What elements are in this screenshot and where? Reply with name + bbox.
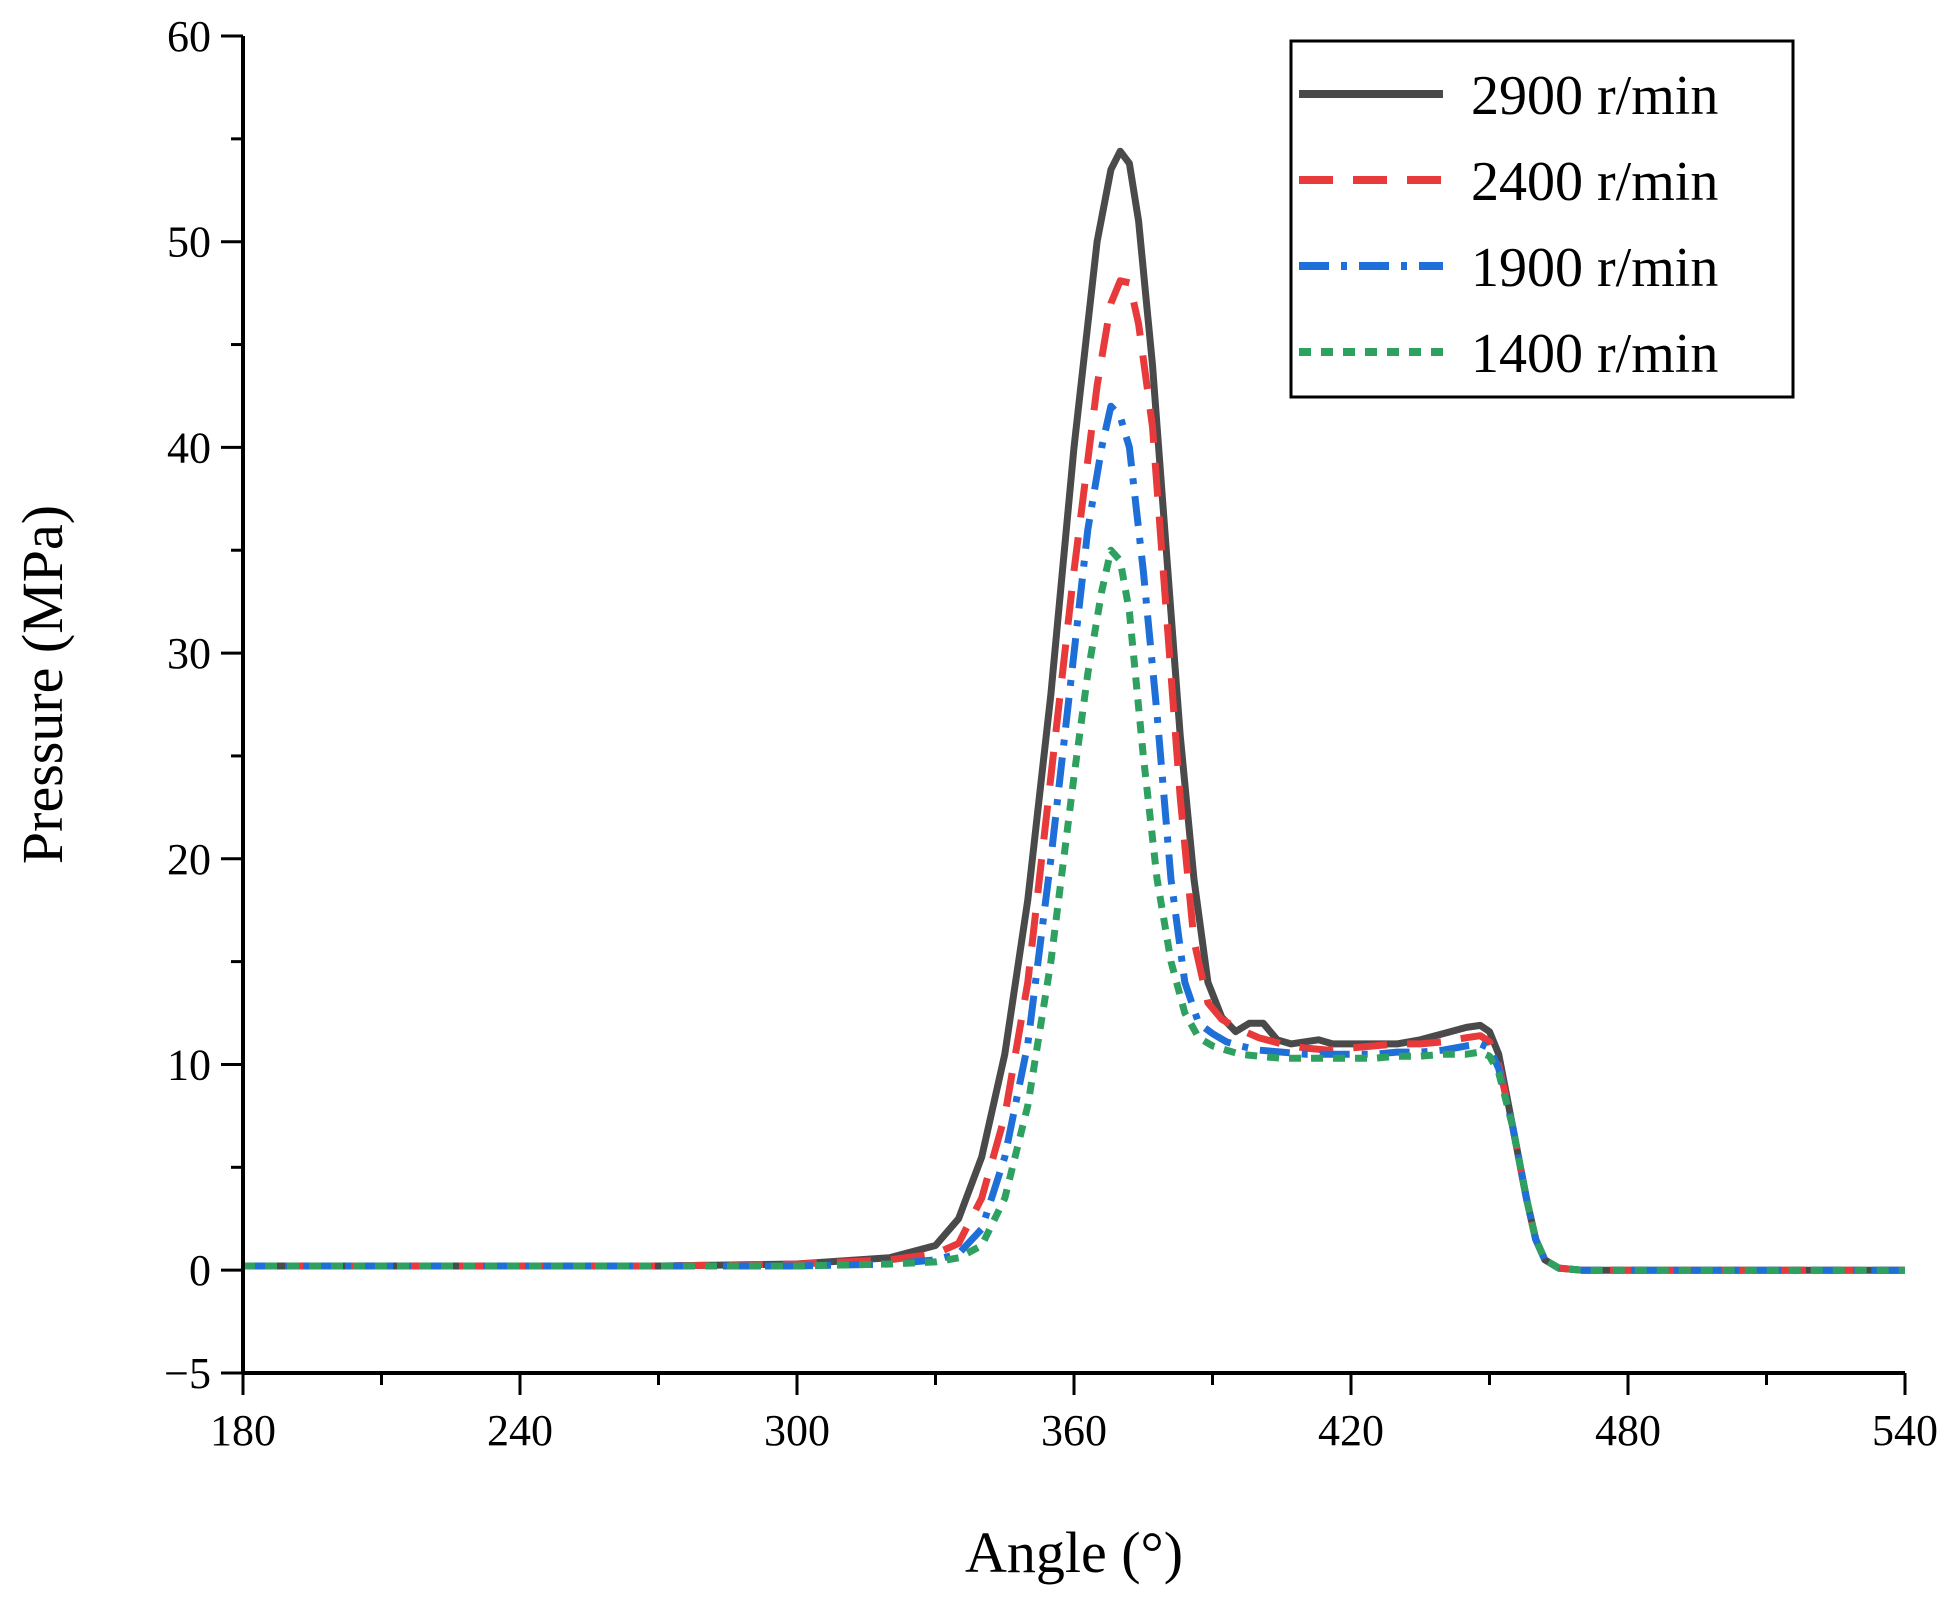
y-tick-label: 10 <box>167 1040 211 1089</box>
x-tick-label: 180 <box>210 1406 276 1455</box>
legend-label: 1900 r/min <box>1471 237 1718 299</box>
x-tick-label: 240 <box>487 1406 553 1455</box>
legend-entry: 2400 r/min <box>1299 151 1718 213</box>
x-tick-label: 540 <box>1872 1406 1938 1455</box>
x-tick-label: 360 <box>1041 1406 1107 1455</box>
legend-label: 2400 r/min <box>1471 151 1718 213</box>
y-tick-label: 50 <box>167 218 211 267</box>
y-tick-label: 0 <box>189 1246 211 1295</box>
legend-entries: 2900 r/min 2400 r/min 1900 r/min 1400 r/min <box>1299 65 1718 385</box>
legend: 2900 r/min 2400 r/min 1900 r/min 1400 r/min <box>1289 39 1795 399</box>
legend-box <box>1289 39 1795 399</box>
x-ticks: 180 240 300 360 420 480 540 <box>210 1373 1938 1455</box>
x-tick-label: 300 <box>764 1406 830 1455</box>
legend-entry: 1900 r/min <box>1299 237 1718 299</box>
y-tick-label: 40 <box>167 423 211 472</box>
y-tick-label: 60 <box>167 12 211 61</box>
legend-label: 2900 r/min <box>1471 65 1718 127</box>
y-axis-title: Pressure (MPa) <box>10 505 75 864</box>
x-tick-label: 420 <box>1318 1406 1384 1455</box>
y-tick-label: 20 <box>167 835 211 884</box>
series-line-1900-r-min <box>243 402 1905 1274</box>
legend-label: 1400 r/min <box>1471 323 1718 385</box>
legend-entry: 1400 r/min <box>1299 323 1718 385</box>
legend-entry: 2900 r/min <box>1299 65 1718 127</box>
x-tick-label: 480 <box>1595 1406 1661 1455</box>
series-layer <box>243 147 1905 1274</box>
y-tick-label: 30 <box>167 629 211 678</box>
series-line-2400-r-min <box>243 277 1905 1274</box>
x-axis-title: Angle (°) <box>965 1520 1183 1585</box>
series-line-1400-r-min <box>243 546 1905 1274</box>
y-tick-label: −5 <box>164 1349 211 1398</box>
y-ticks: −5 0 10 20 30 40 50 60 <box>164 12 243 1398</box>
